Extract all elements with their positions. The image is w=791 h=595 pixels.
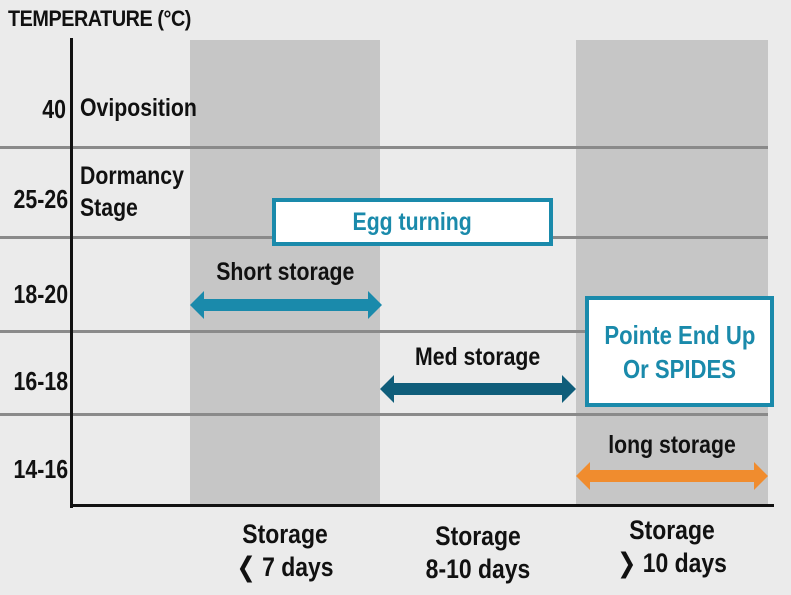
gridline-3 xyxy=(0,330,768,333)
x-label-long-line1: Storage xyxy=(629,515,715,545)
med-storage-arrow xyxy=(380,375,576,403)
long-storage-label: long storage xyxy=(576,431,768,460)
x-label-long-line2: ❯ 10 days xyxy=(617,548,727,578)
x-label-long: Storage ❯ 10 days xyxy=(576,514,768,580)
med-storage-text: Med storage xyxy=(415,343,541,371)
x-label-med-line1: Storage xyxy=(435,521,521,551)
long-storage-arrow xyxy=(576,462,768,490)
y-tick-40: 40 xyxy=(42,94,66,124)
y-tick-16-18: 16-18 xyxy=(13,366,69,396)
gridline-4 xyxy=(0,413,768,416)
med-storage-label: Med storage xyxy=(380,343,576,372)
band-short-storage xyxy=(190,40,380,506)
x-label-med: Storage 8-10 days xyxy=(380,520,576,586)
stage-dormancy-line1: Dormancy xyxy=(80,162,184,190)
pointe-line2: Or SPIDES xyxy=(623,353,736,384)
short-storage-arrow xyxy=(190,291,382,319)
stage-dormancy: Dormancy Stage xyxy=(80,160,184,224)
egg-turning-box: Egg turning xyxy=(272,198,553,246)
y-tick-14-16: 14-16 xyxy=(13,454,69,484)
x-label-short-line1: Storage xyxy=(242,519,328,549)
axis-title: TEMPERATURE (°C) xyxy=(8,6,191,31)
y-axis xyxy=(70,38,73,508)
band-long-storage xyxy=(576,40,768,506)
stage-dormancy-line2: Stage xyxy=(80,194,138,222)
pointe-line1: Pointe End Up xyxy=(603,319,756,350)
y-tick-25-26: 25-26 xyxy=(13,184,69,214)
x-label-med-line2: 8-10 days xyxy=(425,554,531,584)
x-axis xyxy=(70,504,774,507)
gridline-1 xyxy=(0,146,768,149)
pointe-end-up-box: Pointe End Up Or SPIDES xyxy=(585,296,774,407)
stage-oviposition: Oviposition xyxy=(80,94,197,122)
x-label-short-line2: ❮ 7 days xyxy=(236,552,334,582)
short-storage-label: Short storage xyxy=(190,258,380,287)
x-label-short: Storage ❮ 7 days xyxy=(190,518,380,584)
short-storage-text: Short storage xyxy=(215,258,355,286)
long-storage-text: long storage xyxy=(608,431,736,459)
egg-turning-label: Egg turning xyxy=(352,207,473,236)
y-tick-18-20: 18-20 xyxy=(13,279,69,309)
